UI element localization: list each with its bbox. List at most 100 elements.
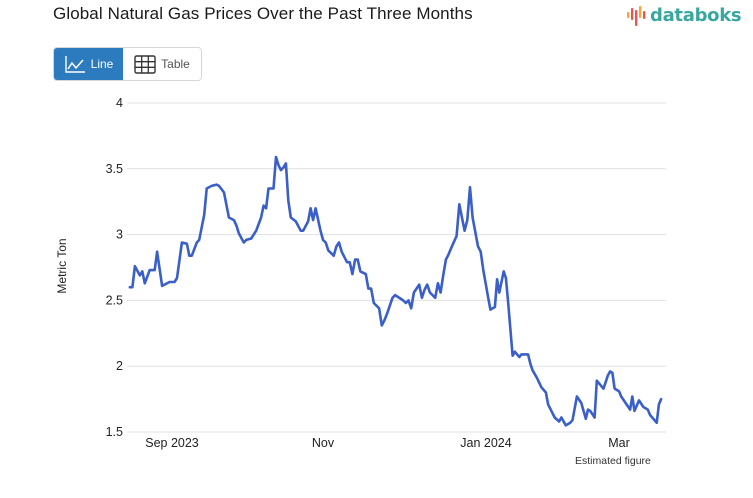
- data-point[interactable]: [496, 290, 502, 296]
- data-point[interactable]: [618, 394, 624, 400]
- data-point[interactable]: [519, 351, 525, 357]
- data-point[interactable]: [411, 290, 417, 296]
- data-point[interactable]: [248, 236, 254, 242]
- data-point[interactable]: [503, 275, 509, 281]
- data-point[interactable]: [310, 217, 316, 223]
- data-point[interactable]: [384, 311, 390, 317]
- data-point[interactable]: [525, 351, 531, 357]
- data-point[interactable]: [534, 375, 540, 381]
- data-point[interactable]: [196, 237, 202, 243]
- data-point[interactable]: [424, 282, 430, 288]
- data-point[interactable]: [221, 190, 227, 196]
- data-point[interactable]: [357, 268, 363, 274]
- data-point[interactable]: [543, 390, 549, 396]
- data-point[interactable]: [347, 259, 353, 265]
- data-point[interactable]: [494, 276, 500, 282]
- data-point[interactable]: [438, 290, 444, 296]
- data-point[interactable]: [656, 401, 662, 407]
- data-point[interactable]: [392, 292, 398, 298]
- data-point[interactable]: [587, 408, 593, 414]
- data-point[interactable]: [132, 263, 138, 269]
- data-point[interactable]: [318, 228, 324, 234]
- data-point[interactable]: [658, 396, 664, 402]
- data-point[interactable]: [601, 386, 607, 392]
- data-point[interactable]: [538, 384, 544, 390]
- table-view-button[interactable]: Table: [123, 48, 201, 80]
- data-point[interactable]: [406, 297, 412, 303]
- data-point[interactable]: [174, 275, 180, 281]
- data-point[interactable]: [629, 394, 635, 400]
- data-point[interactable]: [647, 412, 653, 418]
- data-point[interactable]: [470, 215, 476, 221]
- data-point[interactable]: [592, 415, 598, 421]
- data-point[interactable]: [505, 300, 511, 306]
- data-point[interactable]: [273, 154, 279, 160]
- data-point[interactable]: [283, 161, 289, 167]
- data-point[interactable]: [623, 400, 629, 406]
- data-point[interactable]: [376, 305, 382, 311]
- data-point[interactable]: [467, 184, 473, 190]
- data-point[interactable]: [578, 400, 584, 406]
- data-point[interactable]: [216, 183, 222, 189]
- data-point[interactable]: [422, 287, 428, 293]
- data-point[interactable]: [480, 267, 486, 273]
- data-point[interactable]: [231, 217, 237, 223]
- data-point[interactable]: [288, 215, 294, 221]
- data-point[interactable]: [142, 280, 148, 286]
- data-point[interactable]: [464, 217, 470, 223]
- data-point[interactable]: [636, 397, 642, 403]
- data-point[interactable]: [271, 186, 277, 192]
- data-point[interactable]: [263, 205, 269, 211]
- data-point[interactable]: [456, 201, 462, 207]
- data-point[interactable]: [349, 271, 355, 277]
- data-point[interactable]: [154, 249, 160, 255]
- data-point[interactable]: [379, 322, 385, 328]
- data-point[interactable]: [427, 290, 433, 296]
- data-point[interactable]: [616, 388, 622, 394]
- data-point[interactable]: [300, 228, 306, 234]
- data-point[interactable]: [363, 271, 369, 277]
- data-point[interactable]: [596, 380, 602, 386]
- data-point[interactable]: [454, 233, 460, 239]
- data-point[interactable]: [408, 305, 414, 311]
- data-point[interactable]: [355, 257, 361, 263]
- data-point[interactable]: [558, 415, 564, 421]
- data-point[interactable]: [545, 401, 551, 407]
- data-point[interactable]: [371, 300, 377, 306]
- data-point[interactable]: [323, 240, 329, 246]
- data-point[interactable]: [236, 230, 242, 236]
- data-point[interactable]: [432, 295, 438, 301]
- data-point[interactable]: [179, 240, 185, 246]
- data-point[interactable]: [574, 394, 580, 400]
- line-view-button[interactable]: Line: [54, 48, 123, 80]
- data-point[interactable]: [609, 370, 615, 376]
- data-point[interactable]: [654, 420, 660, 426]
- data-point[interactable]: [512, 349, 518, 355]
- data-point[interactable]: [189, 253, 195, 259]
- data-point[interactable]: [632, 408, 638, 414]
- data-point[interactable]: [501, 268, 507, 274]
- data-point[interactable]: [152, 267, 158, 273]
- data-point[interactable]: [139, 268, 145, 274]
- data-point[interactable]: [382, 317, 388, 323]
- data-point[interactable]: [478, 249, 484, 255]
- data-point[interactable]: [233, 222, 239, 228]
- data-point[interactable]: [570, 417, 576, 423]
- data-point[interactable]: [313, 205, 319, 211]
- data-point[interactable]: [184, 241, 190, 247]
- data-point[interactable]: [443, 257, 449, 263]
- data-point[interactable]: [416, 282, 422, 288]
- data-point[interactable]: [583, 416, 589, 422]
- data-point[interactable]: [527, 361, 533, 367]
- data-point[interactable]: [475, 243, 481, 249]
- data-point[interactable]: [339, 249, 345, 255]
- data-point[interactable]: [209, 183, 215, 189]
- data-point[interactable]: [448, 245, 454, 251]
- data-point[interactable]: [419, 295, 425, 301]
- data-point[interactable]: [435, 280, 441, 286]
- data-point[interactable]: [331, 253, 337, 259]
- data-point[interactable]: [253, 228, 259, 234]
- data-point[interactable]: [645, 407, 651, 413]
- data-point[interactable]: [305, 218, 311, 224]
- data-point[interactable]: [446, 251, 452, 257]
